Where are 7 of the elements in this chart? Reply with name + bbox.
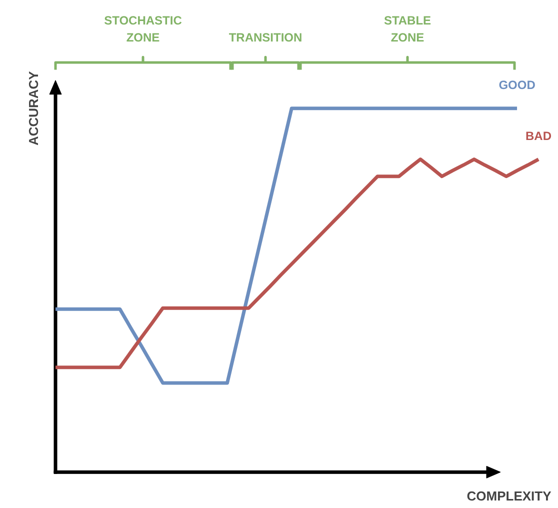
series-label: BAD [526,128,552,143]
x-axis-title: COMPLEXITY [466,488,552,504]
series-label: GOOD [498,78,536,92]
text: STABLE ZONE [384,14,432,44]
text: TRANSITION [228,30,302,44]
text: STOCHASTIC ZONE [104,14,182,44]
y-axis-title: ACCURACY [26,70,41,146]
